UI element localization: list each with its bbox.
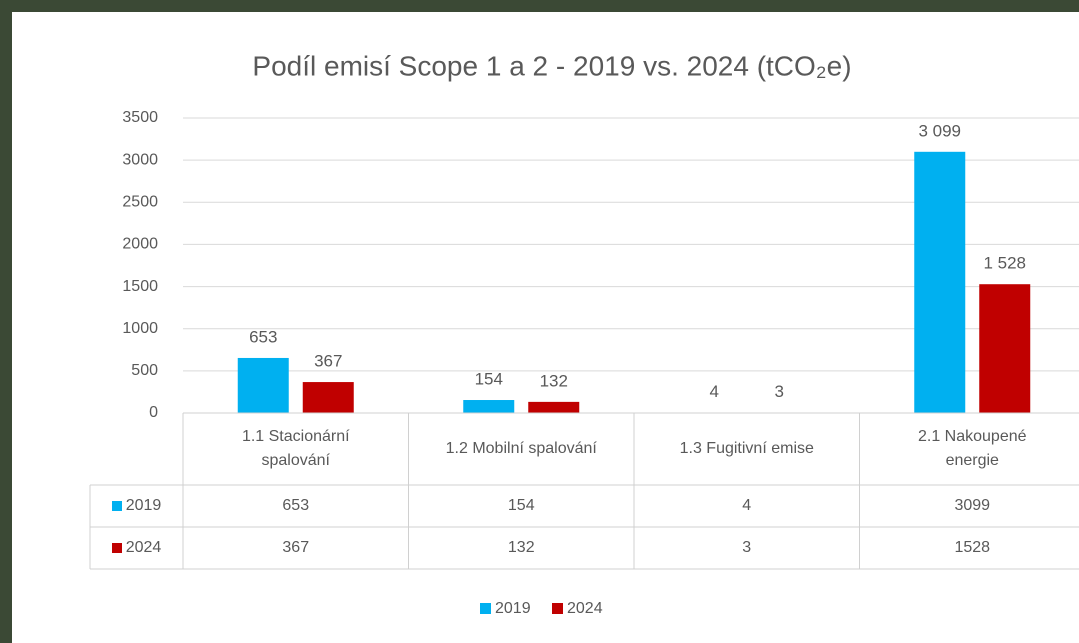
table-cell-text: 132 xyxy=(507,539,535,556)
category-label-box: 2.1 Nakoupené energie xyxy=(890,413,1056,485)
category-label: 2.1 Nakoupené energie xyxy=(890,413,1056,485)
bar xyxy=(528,401,580,413)
data-label: 154 xyxy=(475,370,503,389)
table-cell: 1528 xyxy=(860,527,1079,569)
data-label: 653 xyxy=(249,327,277,346)
table-cell-box: 3 xyxy=(634,527,860,569)
category-label: 1.3 Fugitivní emise xyxy=(664,413,830,485)
legend-label: 2019 xyxy=(495,600,531,617)
y-tick-label: 500 xyxy=(131,362,158,379)
table-legend-text: 2019 xyxy=(125,497,162,514)
table-cell-box: 367 xyxy=(183,527,409,569)
table-cell: 3099 xyxy=(860,485,1079,527)
table-cell: 3 xyxy=(634,527,860,569)
bar xyxy=(463,400,515,413)
category-label-text: 1.1 Stacionární spalování xyxy=(241,428,350,469)
table-legend-box: 2019 xyxy=(90,485,183,527)
category-label-box: 1.1 Stacionární spalování xyxy=(213,413,379,485)
table-cell: 653 xyxy=(183,485,409,527)
table-cell-text: 653 xyxy=(282,497,310,514)
table-cell-text: 3 xyxy=(742,539,752,556)
legend-swatch xyxy=(111,501,122,511)
legend-swatch xyxy=(552,603,563,614)
table-cell-text: 4 xyxy=(742,497,752,514)
legend-swatch xyxy=(480,603,491,614)
y-tick-label: 3000 xyxy=(122,151,158,168)
y-tick-label: 1500 xyxy=(122,278,158,295)
chart-title: Podíl emisí Scope 1 a 2 - 2019 vs. 2024 … xyxy=(252,50,851,81)
table-cell-box: 132 xyxy=(409,527,635,569)
y-tick-label: 3500 xyxy=(122,109,158,126)
table-cell: 132 xyxy=(409,527,635,569)
table-cell-text: 154 xyxy=(507,497,535,514)
data-label: 367 xyxy=(314,352,342,371)
legend-swatch xyxy=(111,543,122,553)
bar xyxy=(237,357,289,413)
category-label-text: 2.1 Nakoupené energie xyxy=(917,428,1027,469)
category-label-box: 1.2 Mobilní spalování xyxy=(439,413,605,485)
category-label-box: 1.3 Fugitivní emise xyxy=(664,413,830,485)
table-cell: 154 xyxy=(409,485,635,527)
table-legend-text: 2024 xyxy=(125,539,162,556)
table-cell-text: 367 xyxy=(282,539,310,556)
table-legend: 2019 xyxy=(90,485,183,527)
table-cell-text: 3099 xyxy=(954,497,991,514)
legend-label: 2024 xyxy=(567,600,603,617)
table-cell: 367 xyxy=(183,527,409,569)
y-tick-label: 2500 xyxy=(122,194,158,211)
table-legend-box: 2024 xyxy=(90,527,183,569)
table-cell-box: 4 xyxy=(634,485,860,527)
table-cell-box: 653 xyxy=(183,485,409,527)
panel xyxy=(12,12,1079,643)
bar xyxy=(302,382,354,413)
category-label-text: 1.3 Fugitivní emise xyxy=(679,440,814,457)
table-cell-text: 1528 xyxy=(954,539,991,556)
y-tick-label: 2000 xyxy=(122,236,158,253)
bar xyxy=(979,284,1031,413)
data-label: 3 099 xyxy=(918,121,961,140)
y-tick-label: 0 xyxy=(149,404,158,421)
table-cell-box: 154 xyxy=(409,485,635,527)
data-label: 4 xyxy=(710,382,719,401)
table-cell-box: 1528 xyxy=(860,527,1079,569)
y-tick-label: 1000 xyxy=(122,320,158,337)
category-label-text: 1.2 Mobilní spalování xyxy=(445,440,597,457)
table-legend: 2024 xyxy=(90,527,183,569)
table-cell: 4 xyxy=(634,485,860,527)
table-cell-box: 3099 xyxy=(860,485,1079,527)
category-label: 1.2 Mobilní spalování xyxy=(439,413,605,485)
data-label: 132 xyxy=(540,371,568,390)
data-label: 3 xyxy=(775,382,784,401)
category-label: 1.1 Stacionární spalování xyxy=(213,413,379,485)
data-label: 1 528 xyxy=(983,254,1026,273)
bar xyxy=(914,151,966,413)
